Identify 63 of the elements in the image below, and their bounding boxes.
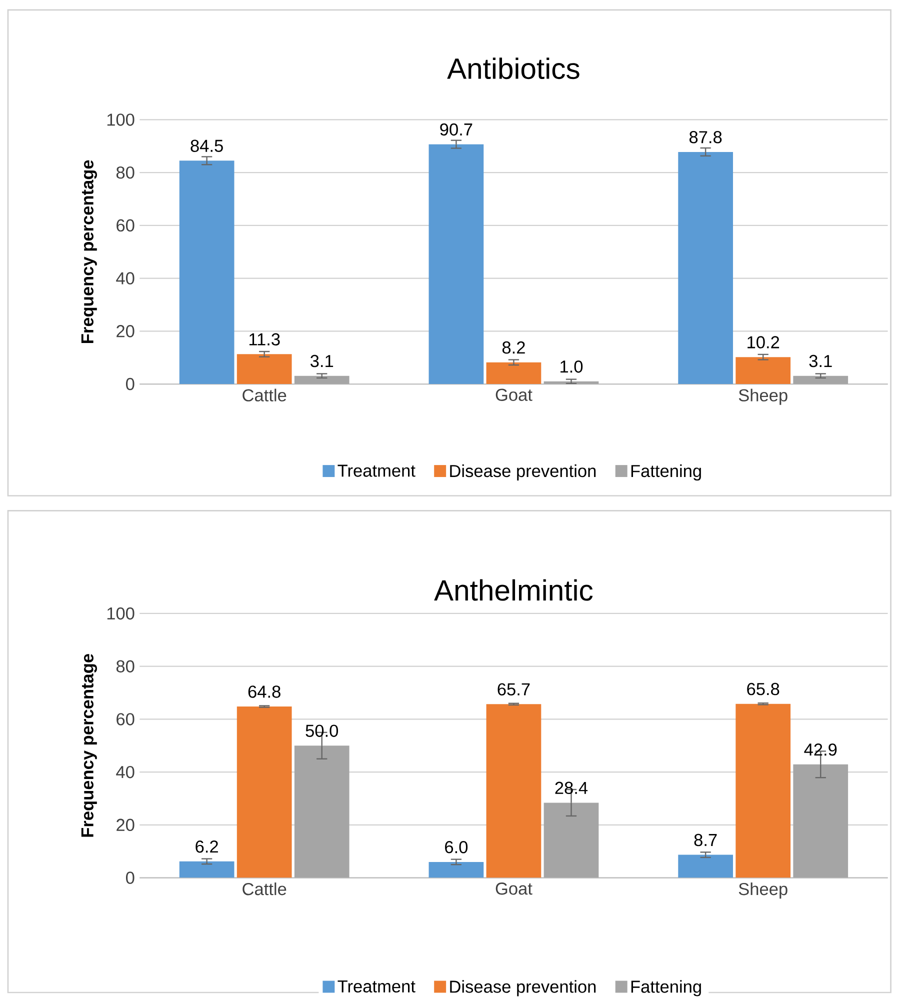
bar <box>180 160 234 384</box>
y-tick-label: 20 <box>116 818 134 832</box>
bar <box>294 376 350 384</box>
bar <box>180 861 234 878</box>
data-label: 8.7 <box>694 834 717 846</box>
chart-title: Anthelmintic <box>434 579 593 601</box>
y-tick-label: 100 <box>108 114 134 126</box>
y-tick-label: 100 <box>108 607 134 620</box>
bar <box>294 746 350 878</box>
bar <box>736 357 791 384</box>
x-tick-label: Goat <box>496 882 532 895</box>
legend-label: Fattening <box>632 464 702 481</box>
legend-label: Disease prevention <box>450 464 596 481</box>
x-tick-label: Sheep <box>739 882 788 899</box>
bar <box>678 152 734 384</box>
y-tick-label: 60 <box>116 713 134 726</box>
y-tick-label: 60 <box>116 219 134 232</box>
legend-label: Disease prevention <box>450 980 596 996</box>
data-label: 8.2 <box>502 341 525 354</box>
legend-label: Fattening <box>632 980 702 996</box>
bar <box>237 706 292 878</box>
data-label: 90.7 <box>440 123 472 136</box>
legend-label: Treatment <box>338 980 416 993</box>
data-label: 42.9 <box>804 743 837 756</box>
bar <box>428 144 484 384</box>
bar <box>237 354 292 384</box>
data-label: 65.8 <box>747 682 780 696</box>
y-tick-label: 40 <box>116 766 134 778</box>
x-tick-label: Goat <box>496 388 532 401</box>
bar <box>678 854 734 878</box>
bar <box>486 704 542 878</box>
bar <box>736 704 791 878</box>
y-tick-label: 0 <box>126 378 134 390</box>
legend-label: Treatment <box>338 464 416 477</box>
data-label: 6.2 <box>196 840 218 853</box>
data-label: 50.0 <box>306 724 338 737</box>
y-tick-label: 20 <box>116 325 134 338</box>
data-label: 1.0 <box>560 360 583 373</box>
bar <box>793 376 848 384</box>
bar <box>793 764 848 878</box>
x-tick-label: Sheep <box>739 388 788 405</box>
bar <box>428 862 484 878</box>
x-tick-label: Cattle <box>242 388 286 402</box>
data-label: 6.0 <box>445 841 468 854</box>
data-label: 87.8 <box>690 131 722 144</box>
y-tick-label: 80 <box>116 660 134 672</box>
data-label: 84.5 <box>190 140 224 152</box>
data-label: 3.1 <box>809 354 832 368</box>
y-axis-title: Frequency percentage <box>82 654 98 837</box>
data-label: 64.8 <box>248 686 281 698</box>
y-axis-title: Frequency percentage <box>82 160 98 343</box>
bar <box>544 802 599 878</box>
x-tick-label: Cattle <box>242 882 286 896</box>
data-label: 3.1 <box>310 354 334 368</box>
y-tick-label: 0 <box>126 872 134 884</box>
y-tick-label: 80 <box>116 166 134 179</box>
data-label: 10.2 <box>748 336 780 348</box>
bar <box>486 362 542 384</box>
data-label: 28.4 <box>555 782 588 794</box>
data-label: 11.3 <box>250 333 280 346</box>
y-tick-label: 40 <box>116 272 134 284</box>
chart-title: Antibiotics <box>447 58 580 80</box>
data-label: 65.7 <box>498 683 530 696</box>
